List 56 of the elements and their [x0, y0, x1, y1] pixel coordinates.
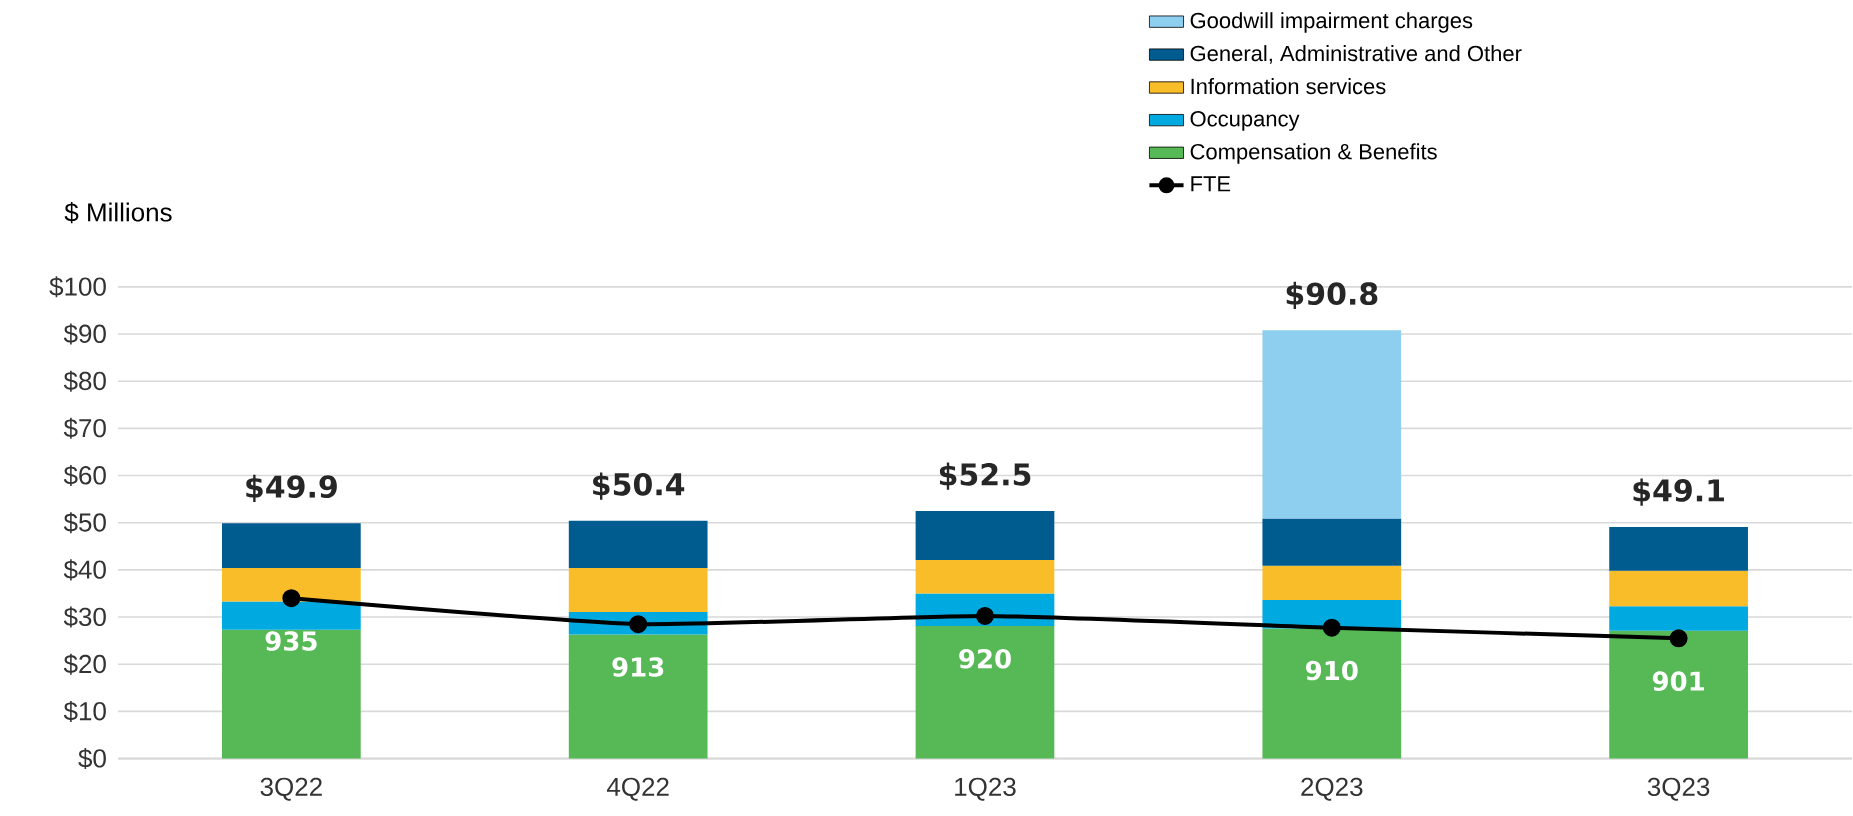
bar: [222, 601, 361, 631]
total-label: $52.5: [939, 462, 1031, 490]
total-label: $50.4: [593, 472, 685, 500]
y-tick-label: $60: [63, 465, 106, 487]
x-tick-label: 1Q23: [955, 777, 1016, 801]
bar: [568, 568, 708, 613]
data-label: 935: [265, 631, 317, 652]
point: [1322, 618, 1341, 637]
legend-label: Goodwill impairment charges: [1190, 12, 1473, 33]
y-tick-label: $10: [63, 701, 106, 723]
y-tick-label: $20: [63, 653, 106, 675]
bar: [1609, 527, 1748, 572]
legend-label: FTE: [1191, 176, 1231, 192]
bar: [1609, 571, 1748, 607]
y-tick-label: $80: [63, 370, 106, 392]
y-tick-label: $30: [63, 606, 106, 628]
legend-label: Compensation & Benefits: [1190, 143, 1437, 164]
data-label: 920: [959, 649, 1011, 669]
data-label: 913: [612, 657, 664, 678]
x-tick-label: 4Q22: [606, 777, 669, 801]
bar: [568, 634, 708, 759]
legend-label: Information services: [1191, 78, 1386, 95]
bar: [915, 511, 1055, 561]
y-tick-label: $50: [63, 512, 106, 534]
data-label: 901: [1652, 671, 1704, 692]
total-label: $90.8: [1286, 282, 1378, 310]
bar: [222, 568, 361, 602]
bar: [1262, 518, 1402, 566]
bar: [222, 523, 361, 569]
bar: [1262, 628, 1402, 759]
bar: [915, 560, 1055, 594]
x-tick-label: 3Q23: [1647, 777, 1710, 801]
point: [1669, 629, 1688, 648]
bar: [568, 521, 708, 569]
legend-label: Occupancy: [1190, 111, 1300, 132]
y-tick-label: $70: [63, 418, 106, 440]
data-label: 910: [1306, 660, 1358, 681]
bar: [222, 630, 361, 759]
y-axis-title: $ Millions: [64, 202, 172, 224]
bar: [1262, 565, 1402, 601]
point: [282, 589, 301, 608]
bar: [1609, 606, 1748, 631]
total-label: $49.1: [1633, 478, 1724, 506]
bar: [1609, 630, 1748, 759]
y-tick-label: $40: [63, 559, 106, 581]
point: [975, 607, 994, 626]
bar: [1262, 330, 1402, 519]
x-tick-label: 2Q23: [1301, 777, 1363, 801]
y-tick-label: $90: [63, 323, 106, 345]
point: [629, 615, 648, 634]
bar: [915, 626, 1055, 759]
x-tick-label: 3Q22: [260, 777, 322, 801]
total-label: $49.9: [246, 475, 337, 503]
legend-label: General, Administrative and Other: [1190, 45, 1522, 65]
y-tick-label: $0: [78, 748, 106, 770]
y-tick-label: $100: [49, 276, 106, 298]
